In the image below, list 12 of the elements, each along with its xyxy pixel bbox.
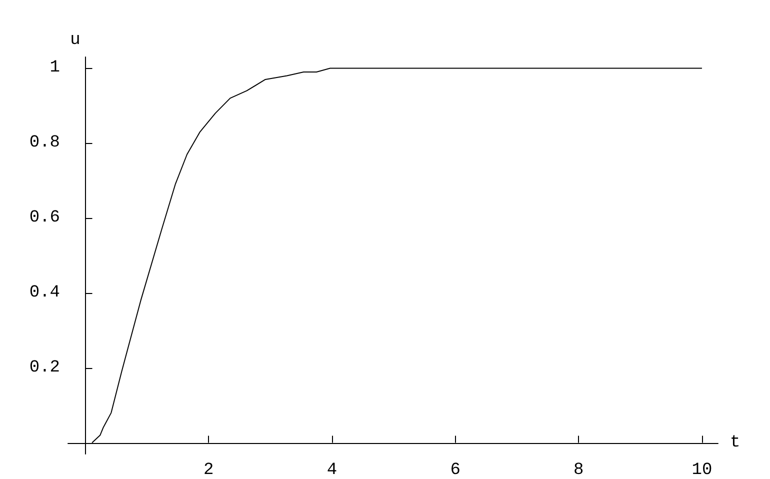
x-tick-label: 4 [326,461,338,479]
x-tick-label: 2 [204,461,214,479]
y-tick-label: 0.6 [29,208,60,228]
x-tick-label: 6 [450,461,460,479]
x-axis-title: t [730,433,740,452]
x-tick-label: 8 [574,461,584,479]
y-axis-title: u [70,31,80,50]
y-tick-label: 0.8 [29,134,60,153]
y-tick-label: 1 [50,58,60,78]
x-tick-label: 10 [692,461,712,479]
y-tick-label: 0.2 [29,358,60,378]
y-tick-label: 0.4 [29,283,60,302]
